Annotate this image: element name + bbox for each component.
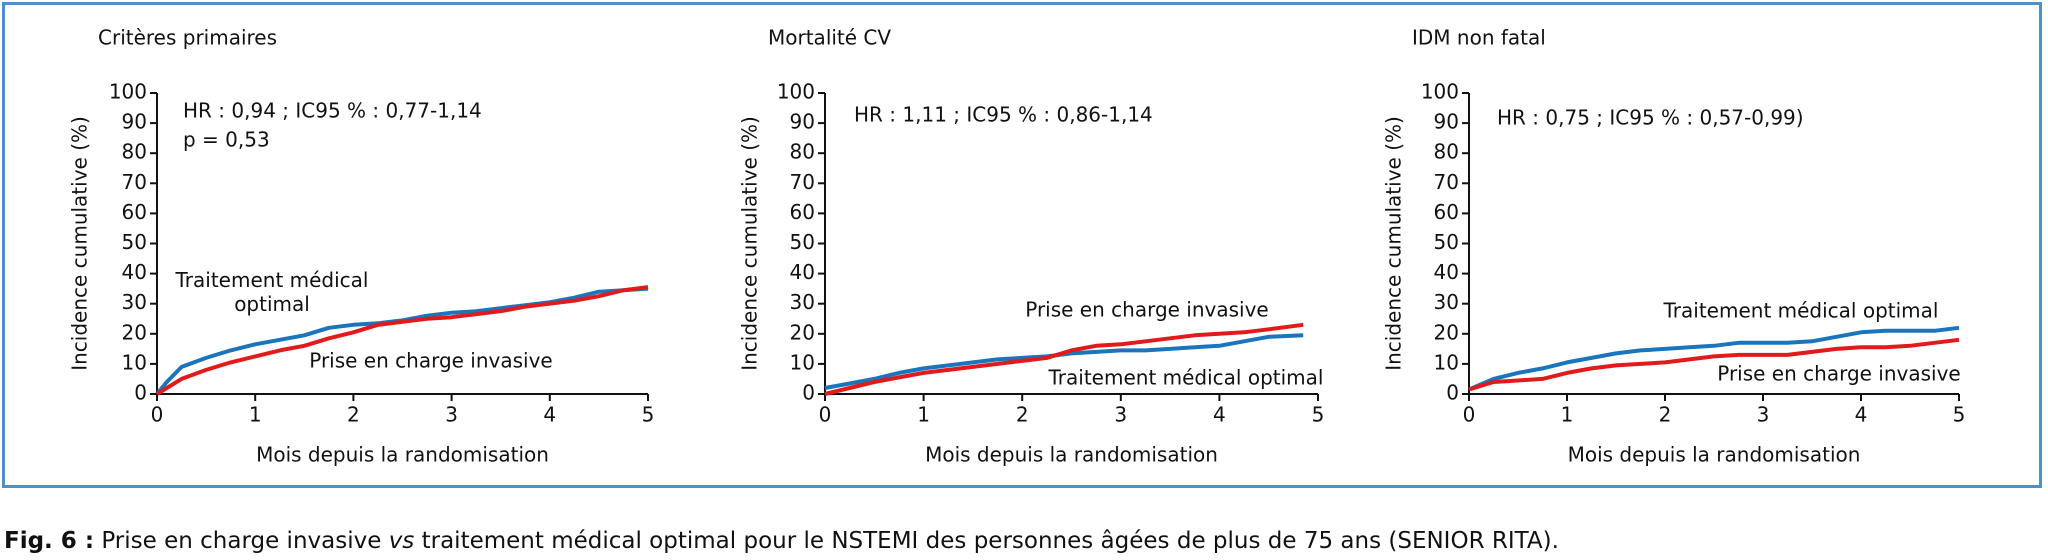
series-label: Traitement médical optimal <box>1663 299 1939 323</box>
y-tick-label: 10 <box>790 350 815 374</box>
y-tick-label: 70 <box>790 170 815 194</box>
chart-title: IDM non fatal <box>1412 26 1546 50</box>
y-tick-label: 50 <box>790 230 815 254</box>
y-tick-label: 60 <box>122 200 147 224</box>
caption-italic: vs <box>388 528 415 554</box>
y-tick-label: 100 <box>109 80 147 104</box>
y-tick-label: 90 <box>1434 110 1459 134</box>
series-label: Traitement médical optimal <box>1048 366 1324 390</box>
caption: Fig. 6 : Prise en charge invasive vs tra… <box>4 528 1559 554</box>
x-tick-label: 3 <box>1757 403 1770 427</box>
y-tick-label: 50 <box>122 230 147 254</box>
y-tick-label: 0 <box>1446 381 1459 405</box>
x-axis-label: Mois depuis la randomisation <box>256 443 549 467</box>
y-tick-label: 30 <box>122 290 147 314</box>
y-tick-label: 80 <box>1434 140 1459 164</box>
x-tick-label: 4 <box>1213 403 1226 427</box>
series-line <box>824 322 1304 396</box>
x-tick-label: 0 <box>819 403 832 427</box>
x-tick-label: 5 <box>1312 403 1325 427</box>
y-tick-label: 70 <box>122 170 147 194</box>
x-tick-label: 0 <box>151 403 164 427</box>
charts: Critères primaires Incidence cumulative (… <box>68 26 1966 467</box>
x-tick-label: 3 <box>445 403 458 427</box>
y-tick-label: 70 <box>1434 170 1459 194</box>
y-tick-label: 20 <box>790 320 815 344</box>
y-tick-label: 90 <box>122 110 147 134</box>
annotation: p = 0,53 <box>183 128 270 152</box>
x-tick-label: 1 <box>917 403 930 427</box>
annotation: HR : 0,94 ; IC95 % : 0,77-1,14 <box>183 99 482 123</box>
y-tick-label: 0 <box>134 381 147 405</box>
x-tick-label: 1 <box>249 403 262 427</box>
series-label: Prise en charge invasive <box>1717 362 1961 386</box>
y-axis-label: Incidence cumulative (%) <box>738 116 762 371</box>
series-line <box>155 285 649 396</box>
caption-text: Prise en charge invasive <box>101 528 382 554</box>
annotation: HR : 1,11 ; IC95 % : 0,86-1,14 <box>854 103 1153 127</box>
y-tick-label: 40 <box>790 260 815 284</box>
y-axis-label: Incidence cumulative (%) <box>1382 116 1406 371</box>
y-tick-label: 80 <box>122 140 147 164</box>
y-tick-label: 90 <box>790 110 815 134</box>
caption-text: traitement médical optimal pour le NSTEM… <box>421 528 1559 554</box>
y-tick-label: 40 <box>122 260 147 284</box>
x-tick-label: 5 <box>642 403 655 427</box>
y-tick-label: 30 <box>790 290 815 314</box>
figure-frame <box>2 2 2042 488</box>
y-tick-label: 30 <box>1434 290 1459 314</box>
y-tick-label: 100 <box>1421 80 1459 104</box>
x-tick-label: 0 <box>1463 403 1476 427</box>
x-tick-label: 2 <box>1659 403 1672 427</box>
chart-title: Mortalité CV <box>768 26 891 50</box>
caption-label: Fig. 6 : <box>4 528 95 554</box>
y-tick-label: 20 <box>1434 320 1459 344</box>
annotation: HR : 0,75 ; IC95 % : 0,57-0,99) <box>1497 106 1804 130</box>
series-label: Traitement médical optimal <box>175 268 369 316</box>
y-tick-label: 10 <box>1434 350 1459 374</box>
x-tick-label: 4 <box>543 403 556 427</box>
x-tick-label: 5 <box>1953 403 1966 427</box>
x-tick-label: 4 <box>1855 403 1868 427</box>
y-tick-label: 10 <box>122 350 147 374</box>
x-axis-label: Mois depuis la randomisation <box>925 443 1218 467</box>
y-tick-label: 100 <box>777 80 815 104</box>
y-tick-label: 60 <box>1434 200 1459 224</box>
series-label-box: Traitement médical optimal <box>175 268 369 316</box>
series-label: Prise en charge invasive <box>1025 298 1269 322</box>
y-tick-label: 20 <box>122 320 147 344</box>
y-axis-label: Incidence cumulative (%) <box>68 116 92 371</box>
y-tick-label: 40 <box>1434 260 1459 284</box>
y-tick-label: 80 <box>790 140 815 164</box>
series-line <box>1468 325 1960 392</box>
y-tick-label: 60 <box>790 200 815 224</box>
series-label: Prise en charge invasive <box>309 349 553 373</box>
x-tick-label: 1 <box>1561 403 1574 427</box>
chart-title: Critères primaires <box>98 26 277 50</box>
y-tick-label: 0 <box>802 381 815 405</box>
x-tick-label: 2 <box>1016 403 1029 427</box>
series-line <box>1468 337 1960 392</box>
x-tick-label: 3 <box>1114 403 1127 427</box>
y-tick-label: 50 <box>1434 230 1459 254</box>
x-axis-label: Mois depuis la randomisation <box>1568 443 1861 467</box>
x-tick-label: 2 <box>347 403 360 427</box>
